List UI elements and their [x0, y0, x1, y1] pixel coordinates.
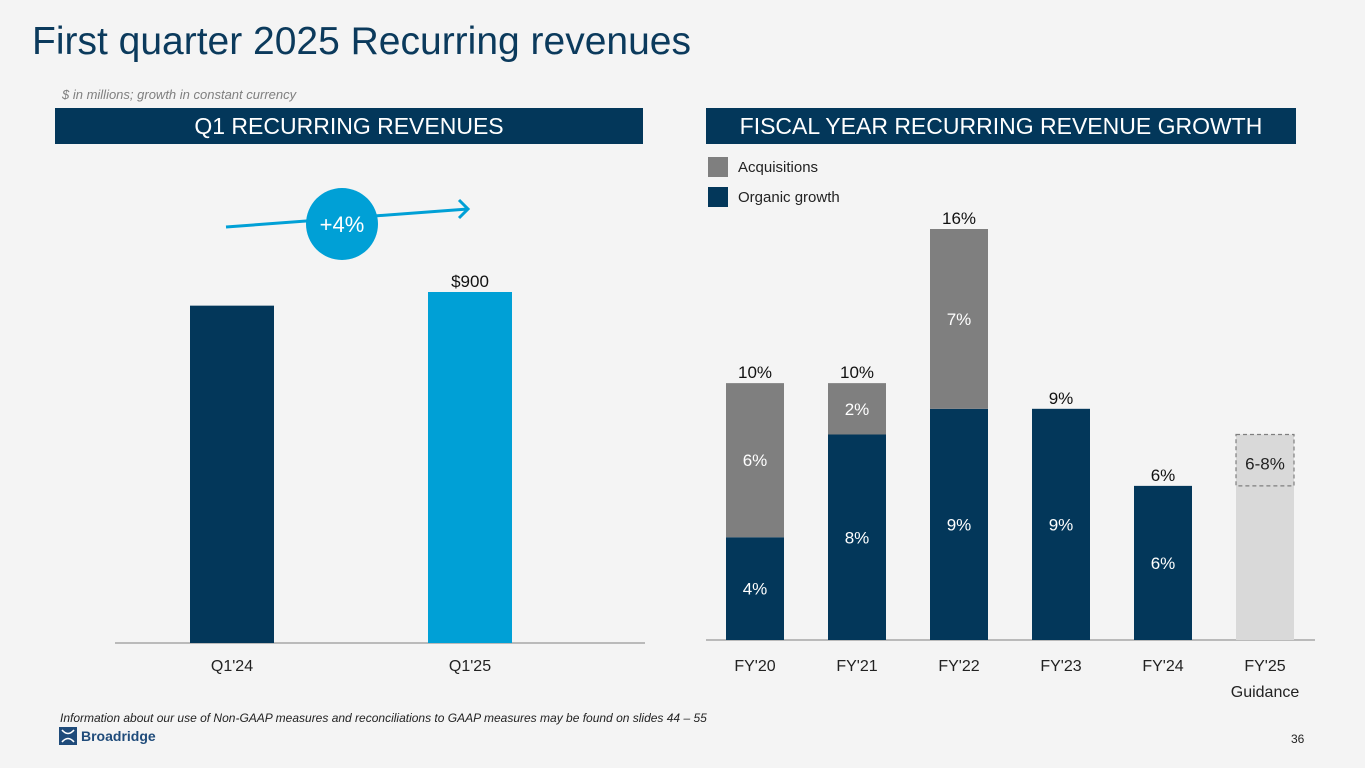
- x-tick-label: Q1'24: [211, 658, 253, 675]
- organic-label: 8%: [845, 528, 870, 547]
- organic-label: 9%: [1049, 515, 1074, 534]
- organic-label: 4%: [743, 580, 768, 599]
- data-label: $900: [451, 272, 489, 291]
- bar-organic: [726, 537, 784, 640]
- organic-label: 9%: [947, 515, 972, 534]
- legend-item-acquisitions: Acquisitions: [708, 152, 840, 182]
- legend-swatch-organic: [708, 187, 728, 207]
- logo-icon: [59, 727, 77, 745]
- legend-swatch-acquisitions: [708, 157, 728, 177]
- bar-Q1'25: [428, 292, 512, 643]
- legend-label: Organic growth: [738, 188, 840, 206]
- growth-badge: [306, 188, 378, 260]
- left-panel-banner: Q1 RECURRING REVENUES: [55, 108, 643, 144]
- growth-arrow-head: [457, 198, 471, 220]
- bar-organic: [930, 408, 988, 640]
- total-label: 10%: [840, 363, 874, 382]
- fy-growth-chart: 4% 6% 10% FY'20 8% 2% 10% FY'21 9% 7% 16% FY'22 9% 9%…: [706, 209, 1315, 701]
- page-number: 36: [1291, 732, 1305, 746]
- page-title: First quarter 2025 Recurring revenues: [32, 20, 691, 63]
- guidance-label: 6-8%: [1245, 455, 1285, 474]
- bar-organic: [1032, 408, 1090, 640]
- legend-item-organic: Organic growth: [708, 182, 840, 212]
- x-tick-label: FY'23: [1040, 658, 1081, 675]
- legend-label: Acquisitions: [738, 158, 819, 176]
- bar-guidance: [1236, 434, 1294, 640]
- x-tick-label: FY'20: [734, 658, 775, 675]
- total-label: 6%: [1151, 466, 1176, 485]
- footnote: Information about our use of Non-GAAP me…: [60, 711, 707, 725]
- x-tick-label: Q1'25: [449, 658, 491, 675]
- acquisitions-label: 7%: [947, 310, 972, 329]
- acquisitions-label: 6%: [743, 451, 768, 470]
- acquisitions-label: 2%: [845, 400, 870, 419]
- right-panel-banner: FISCAL YEAR RECURRING REVENUE GROWTH: [706, 108, 1296, 144]
- total-label: 16%: [942, 209, 976, 228]
- legend: Acquisitions Organic growth: [708, 152, 840, 212]
- growth-badge-label: +4%: [320, 212, 365, 237]
- bar-organic: [1134, 485, 1192, 640]
- x-tick-label: FY'24: [1142, 658, 1183, 675]
- bar-acquisitions: [828, 383, 886, 435]
- units-note: $ in millions; growth in constant curren…: [62, 87, 297, 102]
- bar-acquisitions: [726, 383, 784, 538]
- q1-revenue-chart: Q1'24 Q1'25 $900 +4%: [115, 188, 645, 675]
- bar-Q1'24: [190, 305, 274, 643]
- bar-organic: [828, 434, 886, 640]
- x-tick-label: FY'21: [836, 658, 877, 675]
- x-tick-label: FY'25: [1244, 658, 1285, 675]
- logo-text: Broadridge: [81, 728, 156, 744]
- bar-acquisitions: [930, 229, 988, 409]
- x-tick-label: FY'22: [938, 658, 979, 675]
- total-label: 9%: [1049, 389, 1074, 408]
- broadridge-logo: Broadridge: [59, 727, 156, 745]
- organic-label: 6%: [1151, 554, 1176, 573]
- x-tick-label: Guidance: [1231, 684, 1300, 701]
- total-label: 10%: [738, 363, 772, 382]
- guidance-range-box: [1235, 433, 1295, 487]
